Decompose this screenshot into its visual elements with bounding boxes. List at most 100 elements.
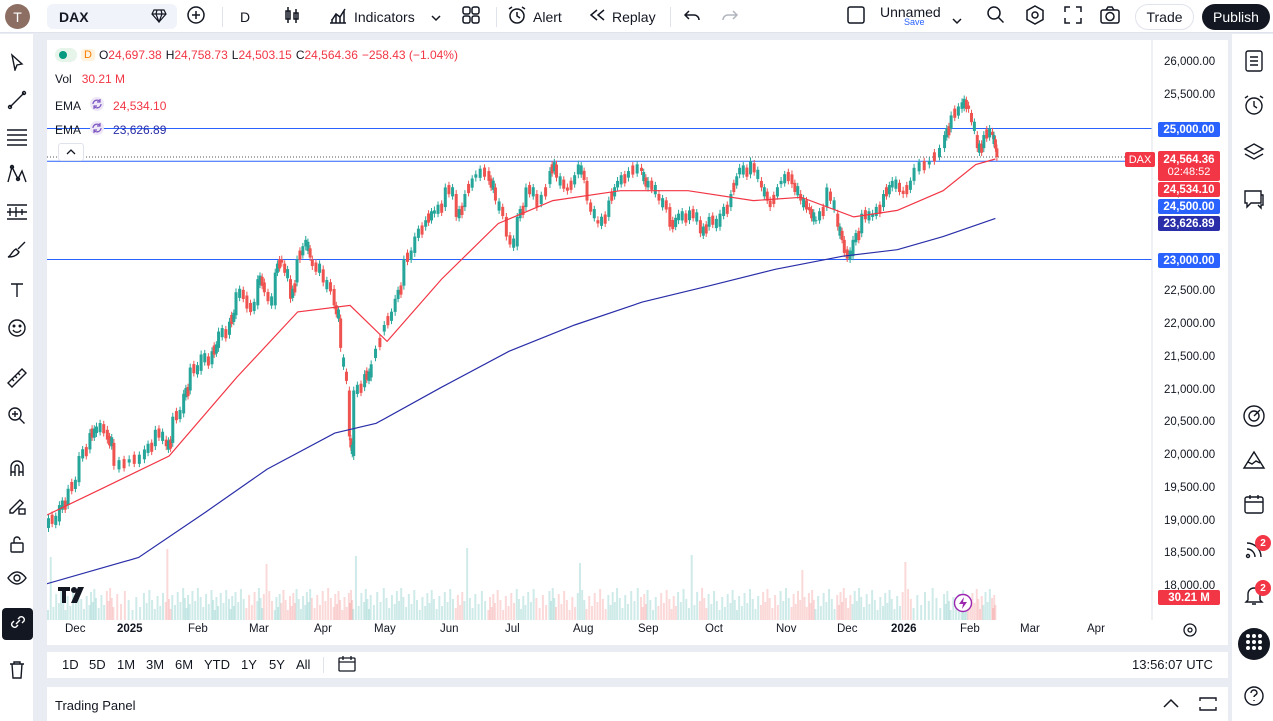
products-button[interactable]: [1238, 628, 1270, 660]
horizontal-lines[interactable]: [47, 128, 1152, 260]
forecast-tool[interactable]: [5, 202, 29, 226]
lightning-icon[interactable]: [953, 593, 973, 618]
calendar-button[interactable]: [1240, 492, 1268, 520]
volume-bar: [352, 609, 355, 620]
range-5y[interactable]: 5Y: [269, 657, 285, 672]
candle-body: [802, 198, 806, 208]
volume-bar: [817, 596, 820, 620]
notifications-button[interactable]: 2: [1240, 580, 1271, 611]
stay-drawing-tool[interactable]: [5, 496, 29, 520]
fib-tool[interactable]: [5, 126, 29, 150]
object-tree-button[interactable]: [1240, 140, 1268, 168]
collapse-legend-button[interactable]: [58, 143, 84, 161]
volume-bar: [988, 589, 991, 620]
volume-bar: [345, 607, 348, 620]
volume-bar: [364, 589, 367, 620]
icons-tool[interactable]: [5, 318, 29, 342]
layouts-button[interactable]: [461, 4, 481, 29]
candle-body: [63, 500, 67, 510]
range-all[interactable]: All: [296, 657, 311, 672]
price-tick: 26,000.00: [1164, 56, 1216, 68]
news-button[interactable]: 2: [1240, 535, 1271, 566]
magnet-tool[interactable]: [5, 458, 29, 482]
volume-bar: [248, 595, 251, 620]
volume-bar: [107, 601, 110, 620]
help-button[interactable]: [1240, 684, 1268, 712]
fullscreen-button[interactable]: [1063, 4, 1083, 29]
user-avatar[interactable]: T: [5, 4, 30, 29]
hide-tool[interactable]: [5, 568, 29, 592]
pattern-tool[interactable]: [5, 164, 29, 188]
price-chart[interactable]: [47, 40, 1228, 645]
volume-bar: [116, 594, 119, 620]
range-6m[interactable]: 6M: [175, 657, 194, 672]
volume-bar: [696, 592, 699, 620]
range-1d[interactable]: 1D: [62, 657, 79, 672]
collapse-panel-button[interactable]: [1162, 697, 1180, 712]
compare-button[interactable]: [186, 4, 206, 29]
replay-button[interactable]: Replay: [588, 4, 656, 29]
layout-save-button[interactable]: Unnamed Save: [846, 4, 1006, 29]
measure-tool[interactable]: [5, 367, 29, 392]
delete-tool[interactable]: [5, 660, 29, 684]
settings-button[interactable]: [1025, 4, 1045, 29]
chats-button[interactable]: [1240, 187, 1268, 215]
indicators-button[interactable]: Indicators: [328, 4, 441, 29]
range-5d[interactable]: 5D: [89, 657, 106, 672]
price-tick: 20,500.00: [1164, 416, 1216, 429]
trend-line-tool[interactable]: [5, 90, 29, 114]
brush-tool[interactable]: [5, 240, 29, 264]
candle-body: [210, 351, 214, 365]
range-3m[interactable]: 3M: [146, 657, 165, 672]
interval-button[interactable]: D: [240, 4, 250, 29]
candle-body: [838, 226, 842, 236]
redo-button[interactable]: [721, 4, 739, 29]
alert-button[interactable]: Alert: [507, 4, 562, 29]
zoom-tool[interactable]: [5, 406, 29, 430]
candle-body: [887, 185, 891, 195]
candle-body: [738, 167, 742, 175]
chart-type-button[interactable]: [283, 4, 301, 29]
range-1m[interactable]: 1M: [117, 657, 136, 672]
volume-bar: [779, 591, 782, 620]
quick-search-button[interactable]: [986, 4, 1006, 29]
candle-body: [171, 416, 175, 443]
candles-icon: [283, 5, 301, 28]
volume-bar: [164, 602, 167, 620]
maximize-panel-button[interactable]: [1199, 696, 1217, 715]
text-tool[interactable]: [5, 280, 29, 304]
range-1y[interactable]: 1Y: [241, 657, 257, 672]
alerts-button[interactable]: [1240, 93, 1268, 121]
lock-tool[interactable]: [5, 534, 29, 558]
volume-bar: [693, 605, 696, 620]
undo-button[interactable]: [683, 4, 701, 29]
trading-panel-title[interactable]: Trading Panel: [55, 698, 136, 713]
volume-bar: [640, 597, 643, 620]
watchlist-button[interactable]: [1240, 49, 1268, 77]
date-range-button[interactable]: [337, 655, 357, 676]
candle-body: [512, 238, 516, 248]
cursor-tool[interactable]: [5, 52, 29, 76]
ema-legend-1[interactable]: EMA 24,534.10: [55, 96, 166, 115]
candle-body: [668, 207, 672, 227]
volume-bar: [153, 609, 156, 620]
volume-bar: [668, 599, 671, 620]
trade-button[interactable]: Trade: [1135, 4, 1194, 30]
tradingview-logo[interactable]: [58, 585, 90, 608]
screener-button[interactable]: [1240, 448, 1268, 476]
symbol-search[interactable]: DAX: [47, 4, 177, 29]
ema-legend-2[interactable]: EMA 23,626.89: [55, 120, 166, 139]
chart-pane[interactable]: [47, 40, 1228, 645]
volume-bar: [797, 591, 799, 620]
snapshot-button[interactable]: [1099, 4, 1121, 29]
candle-body: [552, 162, 556, 172]
volume-legend[interactable]: Vol 30.21 M: [55, 72, 125, 86]
range-ytd[interactable]: YTD: [204, 657, 230, 672]
low-label: L: [231, 48, 239, 62]
link-tool[interactable]: [2, 608, 33, 640]
axis-settings-button[interactable]: [1182, 622, 1198, 643]
ideas-button[interactable]: [1240, 404, 1268, 432]
clock-time[interactable]: 13:56:07 UTC: [1132, 657, 1213, 672]
candle-body: [882, 194, 886, 208]
publish-button[interactable]: Publish: [1202, 4, 1270, 30]
